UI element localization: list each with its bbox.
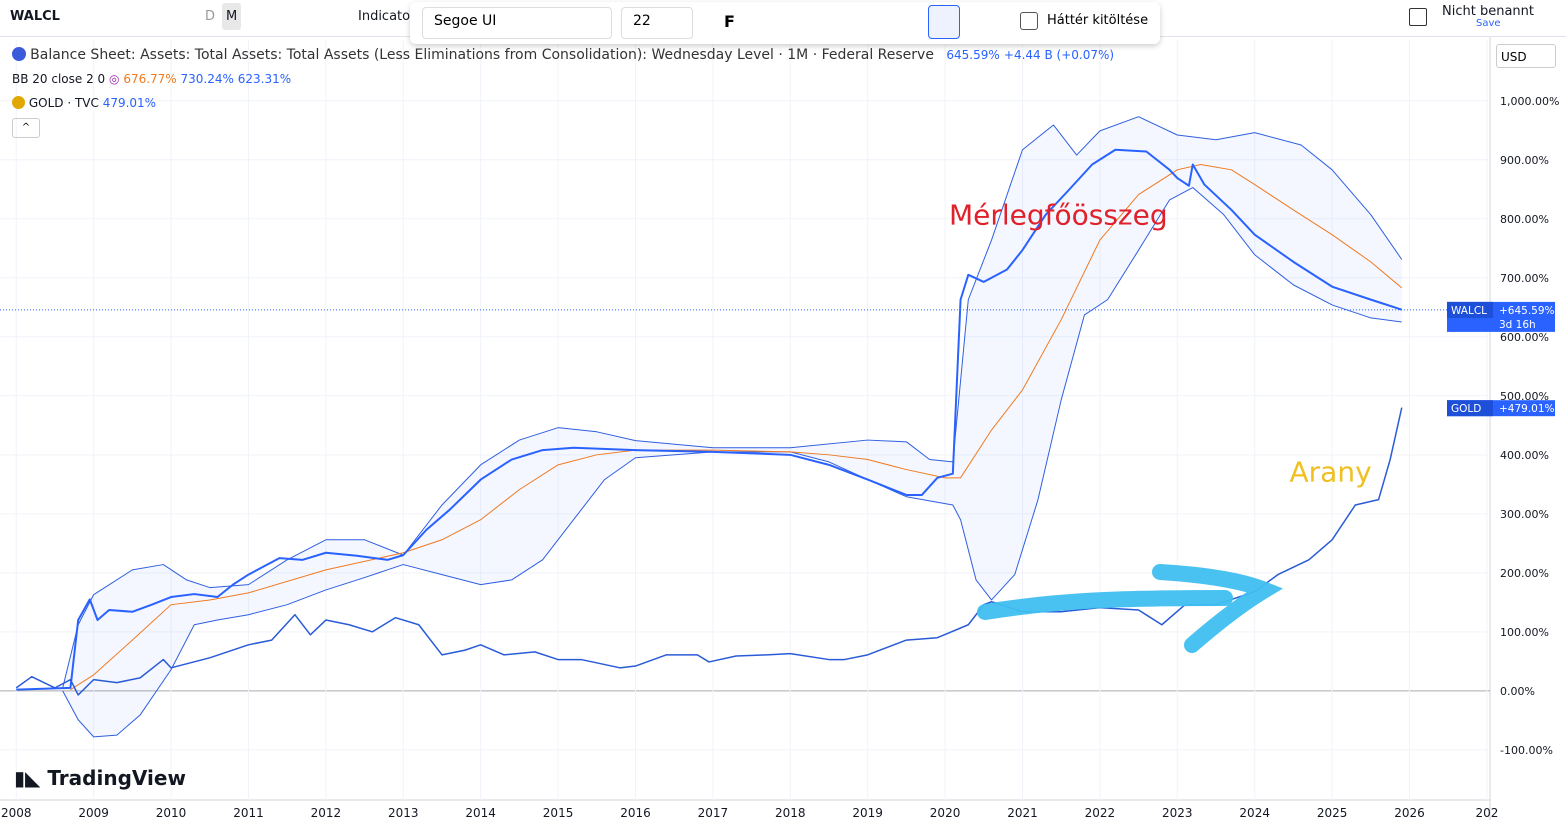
axis-panel: [1490, 36, 1566, 820]
price-label: +645.59%: [1499, 305, 1555, 317]
brand: ▮◣ TradingView: [14, 766, 186, 790]
font-select[interactable]: [422, 7, 612, 39]
y-tick-label: 700.00%: [1500, 272, 1549, 285]
y-tick-label: 800.00%: [1500, 213, 1549, 226]
checkbox[interactable]: [1020, 12, 1038, 30]
legend-change: +4.44 B (+0.07%): [1003, 48, 1115, 62]
align-center[interactable]: [928, 5, 960, 39]
save[interactable]: Save: [1476, 18, 1501, 29]
font-size: 22: [633, 13, 651, 29]
price-name-bg: [1447, 400, 1493, 417]
y-tick-label: 300.00%: [1500, 508, 1549, 521]
x-tick-label: 2020: [930, 806, 961, 820]
x-tick-label: 2026: [1394, 806, 1425, 820]
band-fill: [62, 116, 1402, 737]
legend-row: BB 20 close 2 0 ◎ 676.77% 730.24% 623.31…: [12, 72, 292, 86]
legend-row: GOLD · TVC 479.01%: [12, 96, 156, 110]
x-tick-label: 2010: [156, 806, 187, 820]
x-tick-label: 2019: [852, 806, 883, 820]
currency[interactable]: USD: [1496, 44, 1556, 68]
series-line: [15, 407, 1403, 696]
x-tick-label: 2013: [388, 806, 419, 820]
layout-name[interactable]: Nicht benannt: [1442, 4, 1534, 19]
annotation: Mérlegfőösszeg: [949, 199, 1168, 232]
fill-label: Háttér kitöltése: [1047, 13, 1149, 28]
y-tick-label: 900.00%: [1500, 154, 1549, 167]
y-tick-label: 400.00%: [1500, 449, 1549, 462]
interval[interactable]: D: [205, 9, 216, 24]
collapse-button[interactable]: ^: [12, 118, 40, 138]
x-tick-label: 2018: [775, 806, 806, 820]
series-line: [62, 187, 1402, 738]
flag-icon: [12, 47, 26, 61]
bb-value: 623.31%: [237, 72, 292, 86]
y-tick-label: -100.00%: [1500, 744, 1553, 757]
x-tick-label: 2024: [1239, 806, 1270, 820]
x-tick-label: 2017: [698, 806, 729, 820]
price-sub: 3d 16h: [1499, 319, 1536, 331]
y-tick-label: 0.00%: [1500, 685, 1535, 698]
y-tick-label: 1,000.00%: [1500, 95, 1559, 108]
bb-value: 676.77%: [123, 72, 177, 86]
gold-value: 479.01%: [102, 96, 157, 110]
font: Segoe UI: [434, 13, 497, 29]
x-tick-label: 2016: [620, 806, 651, 820]
x-tick-label: 2008: [1, 806, 32, 820]
x-tick-label: 2015: [543, 806, 574, 820]
x-tick-label: 2022: [1085, 806, 1116, 820]
gold-label: GOLD · TVC: [28, 96, 99, 110]
x-tick-label: 2009: [78, 806, 109, 820]
bb-label: BB 20 close 2 0: [12, 72, 106, 86]
brand-name: TradingView: [47, 766, 186, 790]
x-tick-label: 2012: [311, 806, 342, 820]
legend-row: Balance Sheet: Assets: Total Assets: Tot…: [12, 47, 1114, 63]
y-tick-label: 200.00%: [1500, 567, 1549, 580]
price-name: WALCL: [1451, 305, 1487, 317]
legend-value: 645.59%: [946, 48, 1000, 62]
x-tick-label: 2021: [1007, 806, 1038, 820]
series-line: [62, 116, 1403, 689]
checkbox[interactable]: [1409, 8, 1427, 26]
x-tick-label: 2025: [1317, 806, 1348, 820]
price-name: GOLD: [1451, 403, 1481, 415]
bold[interactable]: F: [724, 12, 735, 31]
x-tick-label: 2011: [233, 806, 264, 820]
y-tick-label: 100.00%: [1500, 626, 1549, 639]
y-tick-label: 600.00%: [1500, 331, 1549, 344]
size-select[interactable]: [621, 7, 693, 39]
interval[interactable]: M: [222, 3, 242, 30]
symbol[interactable]: WALCL: [10, 9, 60, 24]
annotation: Arany: [1290, 455, 1372, 488]
series-line: [16, 148, 1403, 691]
y-tick-label: 500.00%: [1500, 390, 1549, 403]
x-tick-label: 2014: [465, 806, 496, 820]
text-toolbar: Segoe UI 22 F Háttér kitöltése: [410, 2, 1160, 44]
series-line: [70, 164, 1403, 691]
x-tick-label: 202: [1475, 806, 1498, 820]
price-name-bg: [1447, 301, 1493, 318]
price-label: +479.01%: [1499, 403, 1555, 415]
x-tick-label: 2023: [1162, 806, 1193, 820]
indicators[interactable]: Indicato: [358, 9, 411, 24]
bb-value: 730.24%: [180, 72, 234, 86]
drawn-arrow: [977, 564, 1283, 653]
legend-title: Balance Sheet: Assets: Total Assets: Tot…: [30, 47, 934, 63]
